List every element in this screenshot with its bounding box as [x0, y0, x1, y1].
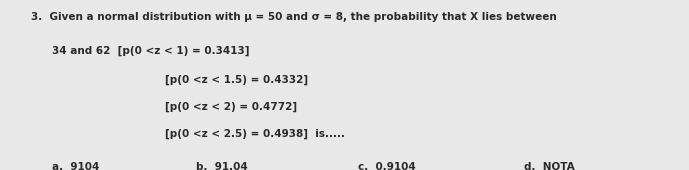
- Text: b.  91.04: b. 91.04: [196, 162, 248, 170]
- Text: [p(0 <z < 2.5) = 0.4938]  is.....: [p(0 <z < 2.5) = 0.4938] is.....: [165, 129, 345, 139]
- Text: d.  NOTA: d. NOTA: [524, 162, 575, 170]
- Text: 3.  Given a normal distribution with μ = 50 and σ = 8, the probability that X li: 3. Given a normal distribution with μ = …: [31, 12, 557, 22]
- Text: [p(0 <z < 1.5) = 0.4332]: [p(0 <z < 1.5) = 0.4332]: [165, 75, 309, 85]
- Text: a.  9104: a. 9104: [52, 162, 99, 170]
- Text: 34 and 62  [p(0 <z < 1) = 0.3413]: 34 and 62 [p(0 <z < 1) = 0.3413]: [52, 46, 249, 56]
- Text: [p(0 <z < 2) = 0.4772]: [p(0 <z < 2) = 0.4772]: [165, 102, 298, 112]
- Text: c.  0.9104: c. 0.9104: [358, 162, 416, 170]
